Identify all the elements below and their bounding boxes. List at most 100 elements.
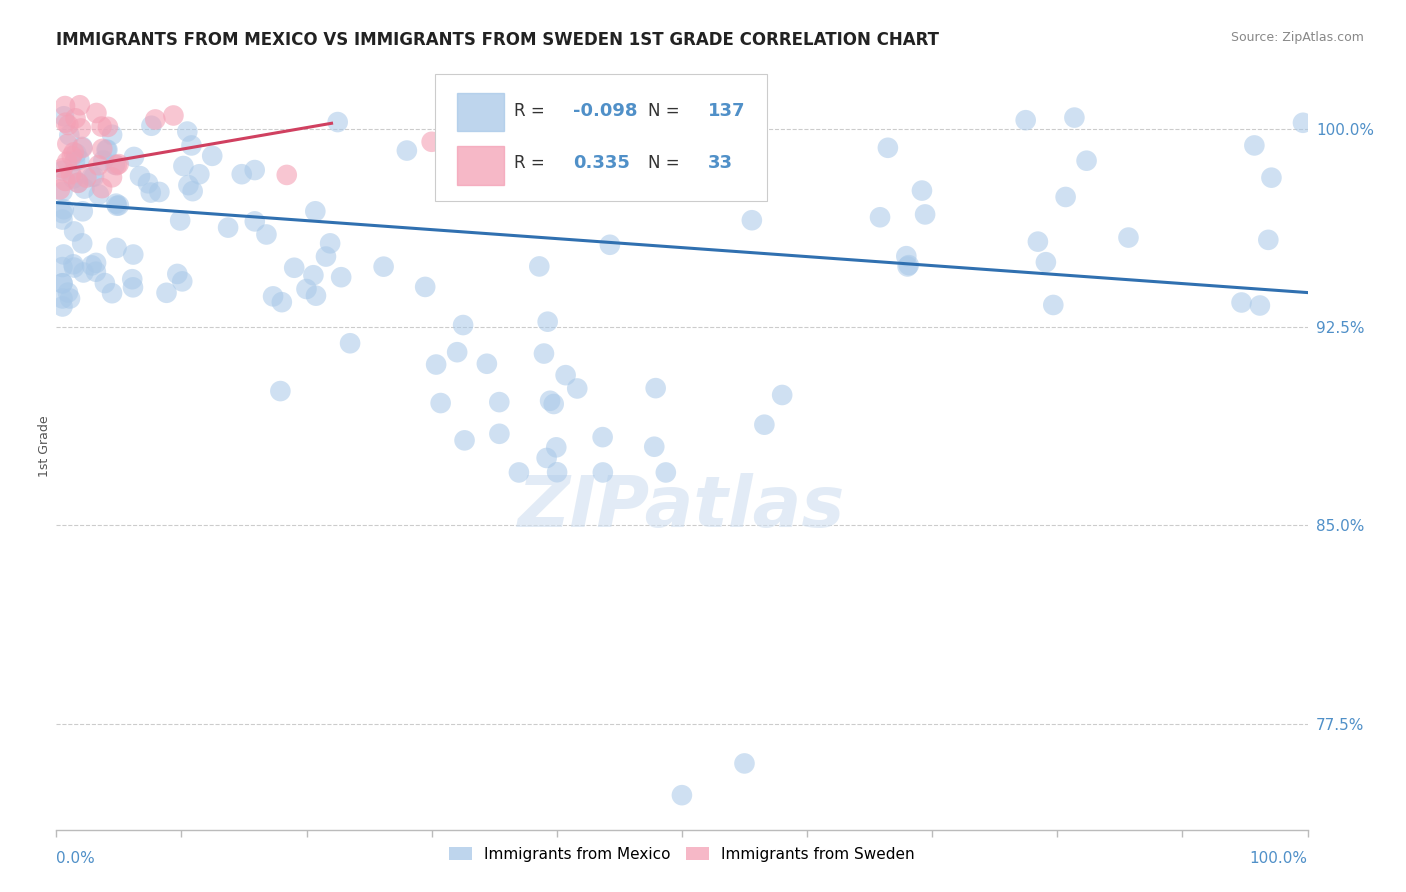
Point (741, 213, 763, 227)
Point (69, 98, 91, 112)
Point (67, 176, 90, 190)
Y-axis label: 1st Grade: 1st Grade (38, 415, 51, 477)
Point (52, 247, 75, 261)
Point (897, 258, 920, 272)
Point (62, 257, 84, 271)
Point (315, 250, 337, 264)
Point (546, 465, 568, 479)
Point (1063, 111, 1085, 125)
Point (97, 120, 120, 134)
Text: 137: 137 (709, 102, 745, 120)
Point (201, 149, 224, 163)
Point (155, 285, 177, 300)
Text: N =: N = (648, 154, 685, 172)
Point (53, 174, 76, 188)
Point (536, 450, 558, 465)
Point (101, 128, 124, 142)
Point (51, 163, 73, 178)
Point (529, 260, 551, 274)
Point (51, 185, 73, 199)
Point (51, 212, 73, 227)
Point (554, 368, 576, 383)
Point (52, 109, 75, 123)
Point (533, 346, 555, 360)
Point (599, 237, 621, 252)
Point (51, 292, 73, 306)
Point (91, 142, 114, 156)
Point (162, 108, 184, 122)
Point (1035, 255, 1057, 269)
Point (104, 158, 127, 172)
Point (643, 440, 665, 454)
Point (429, 396, 451, 410)
Point (141, 119, 163, 133)
Point (87, 187, 110, 202)
Point (911, 184, 934, 198)
Point (283, 260, 305, 275)
Point (72, 265, 94, 279)
Point (326, 115, 349, 129)
Point (94, 276, 117, 290)
Point (304, 204, 326, 219)
Point (65, 112, 87, 126)
Text: IMMIGRANTS FROM MEXICO VS IMMIGRANTS FROM SWEDEN 1ST GRADE CORRELATION CHART: IMMIGRANTS FROM MEXICO VS IMMIGRANTS FRO… (56, 31, 939, 49)
Point (56, 285, 79, 300)
Point (105, 158, 128, 172)
Point (305, 288, 328, 302)
Point (413, 280, 436, 294)
Point (1243, 138, 1265, 153)
Point (295, 282, 318, 296)
Point (51, 260, 73, 274)
Bar (457, 146, 505, 185)
Point (101, 170, 124, 185)
Point (543, 397, 565, 411)
Point (488, 395, 510, 409)
Point (96, 143, 118, 157)
Point (425, 358, 447, 372)
Point (896, 249, 918, 263)
Point (177, 178, 200, 193)
Point (80, 169, 103, 184)
Legend: Immigrants from Mexico, Immigrants from Sweden: Immigrants from Mexico, Immigrants from … (443, 840, 921, 868)
Point (172, 159, 194, 173)
Point (1054, 190, 1077, 204)
Point (262, 289, 284, 303)
Point (105, 241, 128, 255)
Point (51, 277, 73, 291)
Point (93, 153, 115, 168)
Point (644, 381, 666, 395)
Point (52, 202, 75, 217)
Point (63, 260, 86, 275)
Point (62, 145, 84, 160)
Point (67, 176, 90, 190)
Point (180, 138, 202, 153)
Point (143, 112, 166, 127)
Point (869, 211, 891, 225)
Point (62, 171, 84, 186)
Point (1260, 170, 1282, 185)
Point (108, 198, 131, 212)
Point (75, 170, 97, 185)
Point (373, 260, 395, 274)
Text: 0.335: 0.335 (574, 154, 630, 172)
Point (122, 247, 145, 261)
Point (655, 466, 678, 480)
Point (166, 267, 188, 281)
Point (537, 315, 560, 329)
Point (395, 144, 418, 158)
Point (1118, 230, 1140, 244)
Point (60, 167, 83, 181)
Point (148, 185, 170, 199)
Point (49, 182, 72, 196)
Point (72, 141, 94, 155)
Point (243, 214, 266, 228)
Point (1026, 235, 1049, 249)
Point (1249, 298, 1271, 312)
Point (60, 149, 83, 163)
Point (446, 345, 468, 359)
Point (65, 146, 87, 161)
Point (51, 277, 73, 291)
Point (169, 213, 191, 227)
Point (488, 426, 510, 441)
Point (420, 135, 443, 149)
